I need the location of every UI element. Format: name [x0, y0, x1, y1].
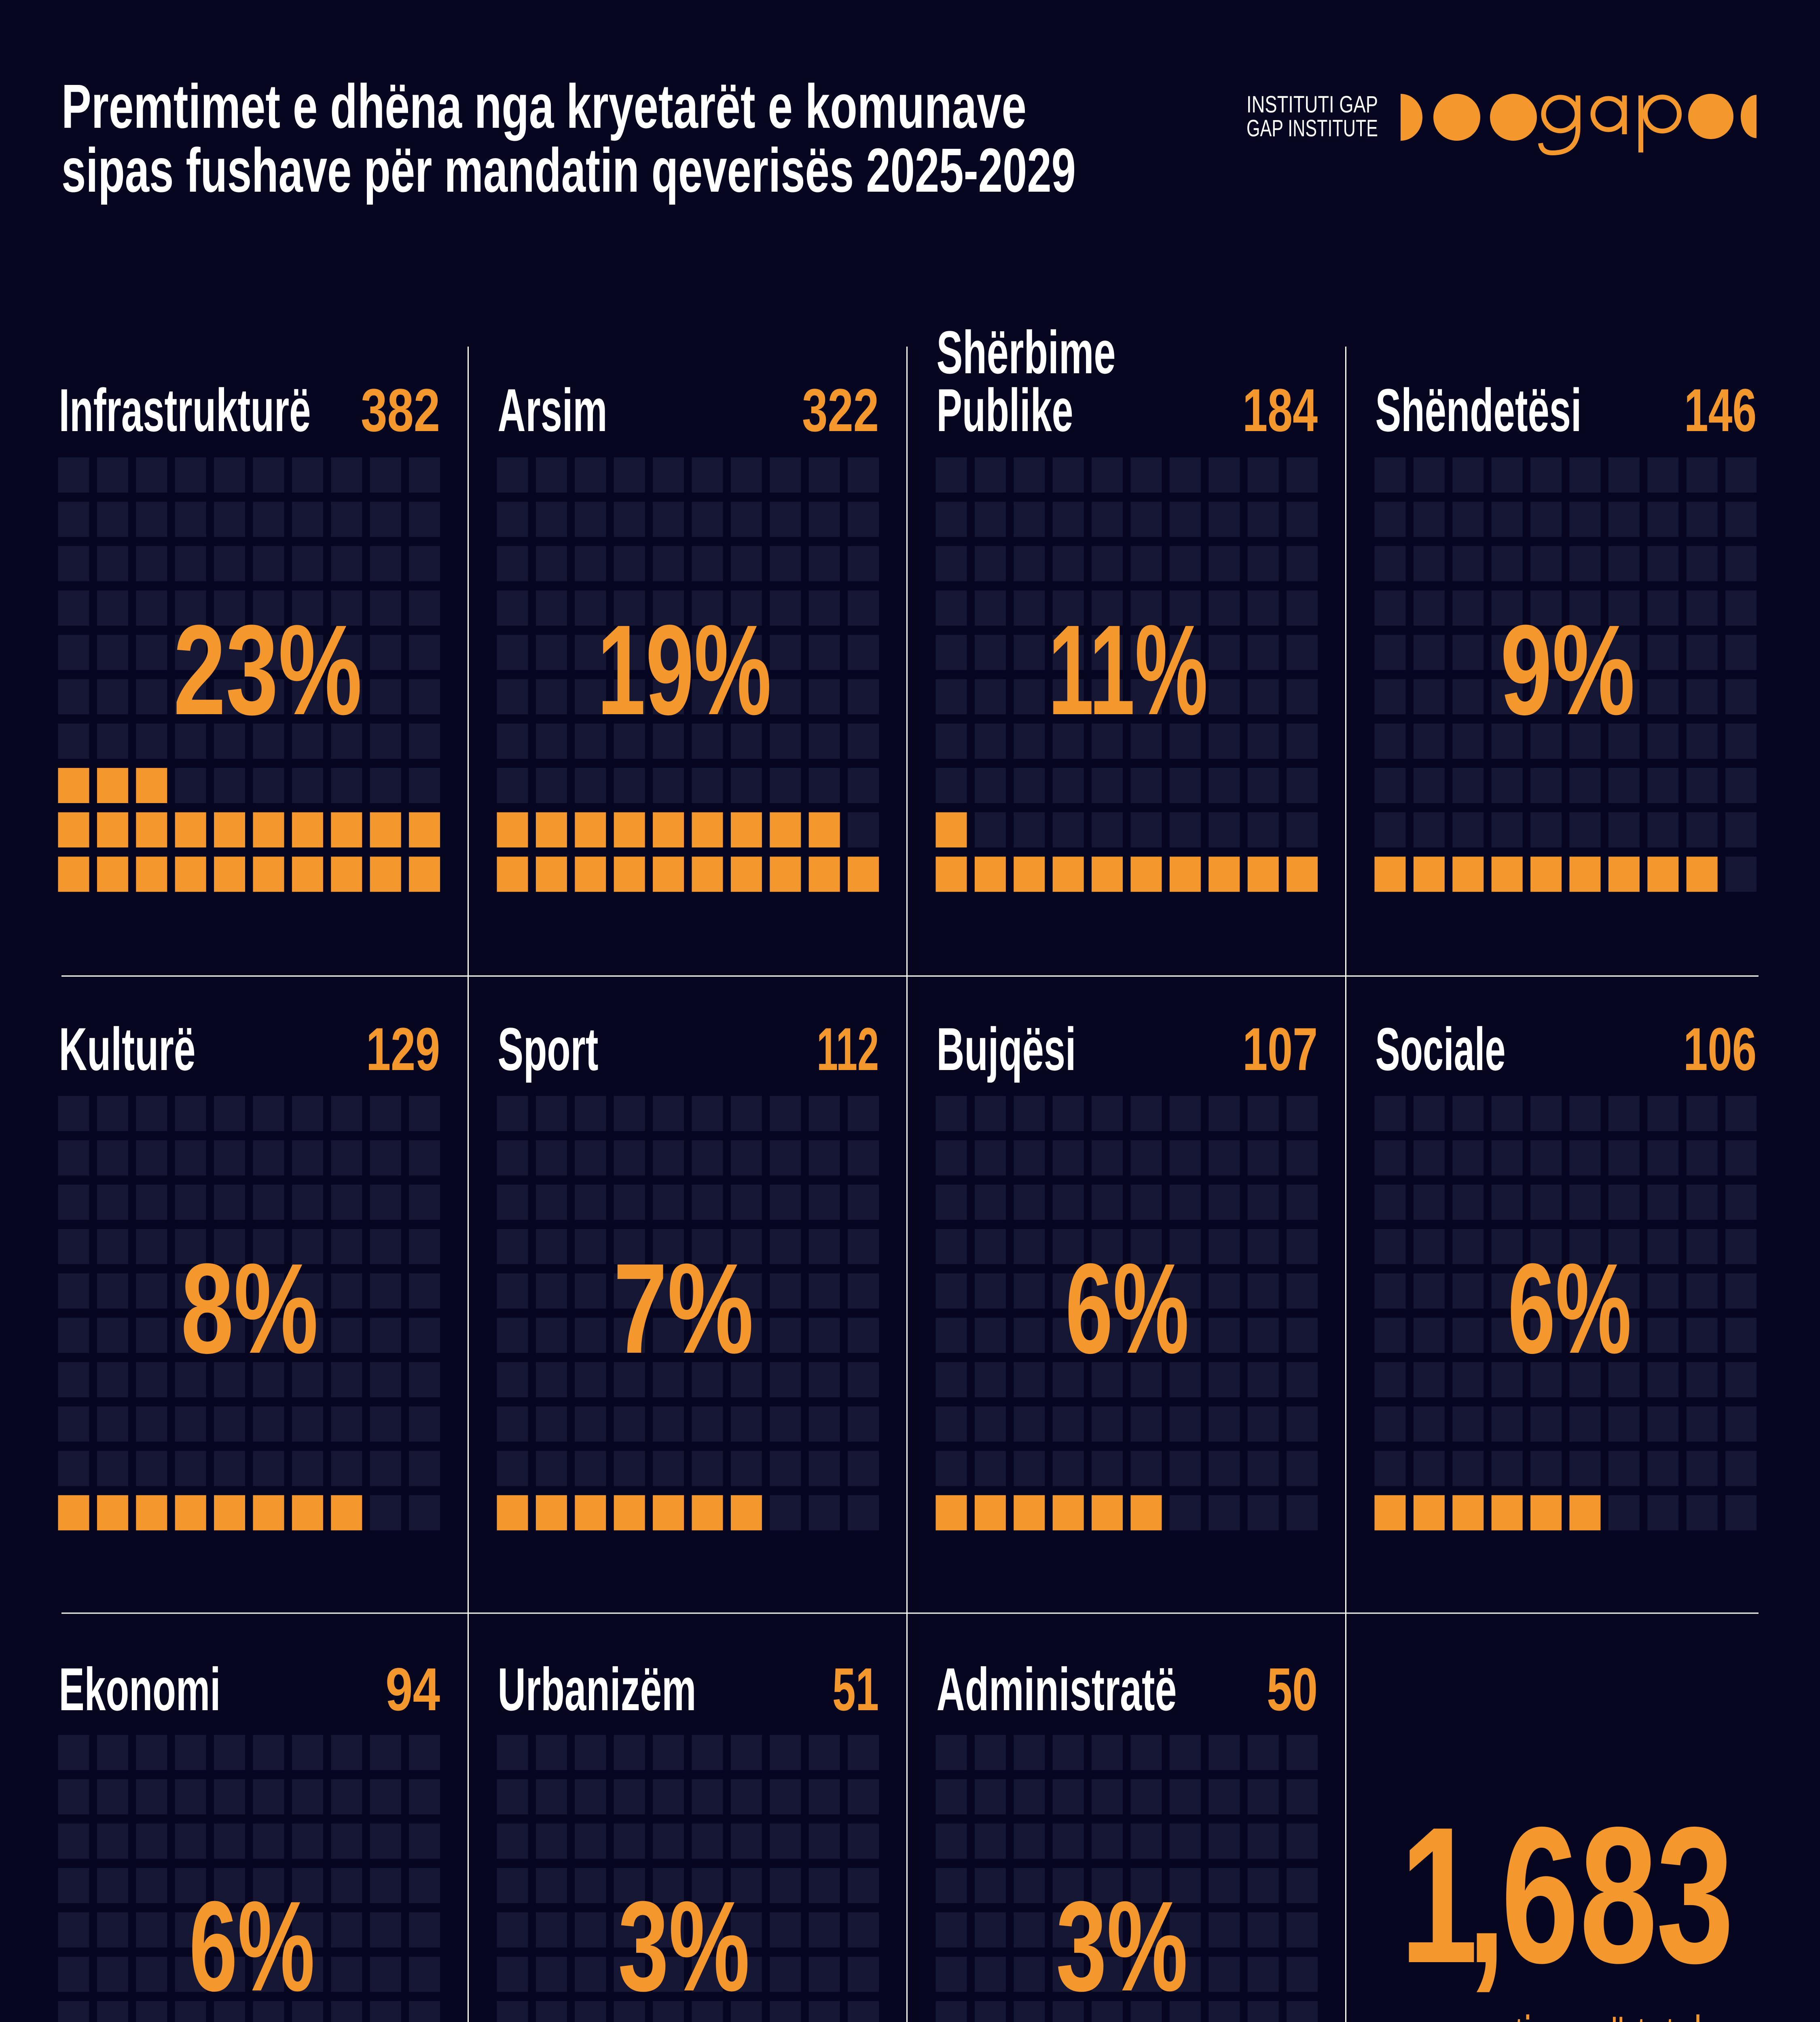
svg-text:107: 107 [1242, 1015, 1318, 1083]
svg-text:Sport: Sport [498, 1015, 599, 1083]
svg-text:Bujqësi: Bujqësi [937, 1015, 1076, 1083]
svg-text:51: 51 [832, 1655, 879, 1723]
svg-text:Administratë: Administratë [937, 1655, 1177, 1723]
svg-text:382: 382 [361, 376, 440, 444]
svg-text:50: 50 [1267, 1655, 1318, 1723]
svg-text:Sociale: Sociale [1376, 1015, 1506, 1083]
svg-text:Shëndetësi: Shëndetësi [1376, 376, 1582, 444]
svg-text:129: 129 [366, 1015, 440, 1083]
svg-text:3%: 3% [1056, 1875, 1188, 2018]
svg-text:19%: 19% [597, 599, 772, 742]
svg-text:322: 322 [802, 376, 879, 444]
svg-text:9%: 9% [1500, 599, 1635, 742]
svg-text:3%: 3% [618, 1875, 750, 2018]
svg-text:Publike: Publike [937, 376, 1073, 444]
svg-text:8%: 8% [181, 1237, 318, 1380]
svg-text:6%: 6% [1065, 1237, 1189, 1380]
svg-text:23%: 23% [174, 599, 362, 742]
svg-text:Urbanizëm: Urbanizëm [498, 1655, 696, 1723]
svg-text:6%: 6% [1508, 1237, 1632, 1380]
svg-text:7%: 7% [614, 1237, 754, 1380]
svg-text:Shërbime: Shërbime [937, 318, 1116, 386]
svg-text:Ekonomi: Ekonomi [59, 1655, 221, 1723]
svg-text:premtime në total: premtime në total [1436, 2003, 1702, 2022]
svg-text:94: 94 [385, 1655, 440, 1723]
svg-text:1,683: 1,683 [1400, 1786, 1734, 2003]
svg-text:112: 112 [817, 1015, 879, 1083]
svg-text:GAP INSTITUTE: GAP INSTITUTE [1246, 115, 1378, 142]
svg-text:Premtimet e dhëna nga kryetarë: Premtimet e dhëna nga kryetarët e komuna… [61, 72, 1026, 141]
svg-text:sipas fushave për mandatin qev: sipas fushave për mandatin qeverisës 202… [61, 135, 1076, 205]
svg-text:184: 184 [1242, 376, 1318, 444]
svg-text:11%: 11% [1048, 599, 1208, 742]
svg-text:6%: 6% [189, 1875, 315, 2018]
svg-text:Kulturë: Kulturë [59, 1015, 196, 1083]
svg-text:106: 106 [1683, 1015, 1757, 1083]
svg-text:146: 146 [1684, 376, 1757, 444]
svg-text:Infrastrukturë: Infrastrukturë [59, 376, 311, 444]
svg-text:Arsim: Arsim [498, 376, 607, 444]
svg-text:INSTITUTI GAP: INSTITUTI GAP [1246, 91, 1378, 118]
